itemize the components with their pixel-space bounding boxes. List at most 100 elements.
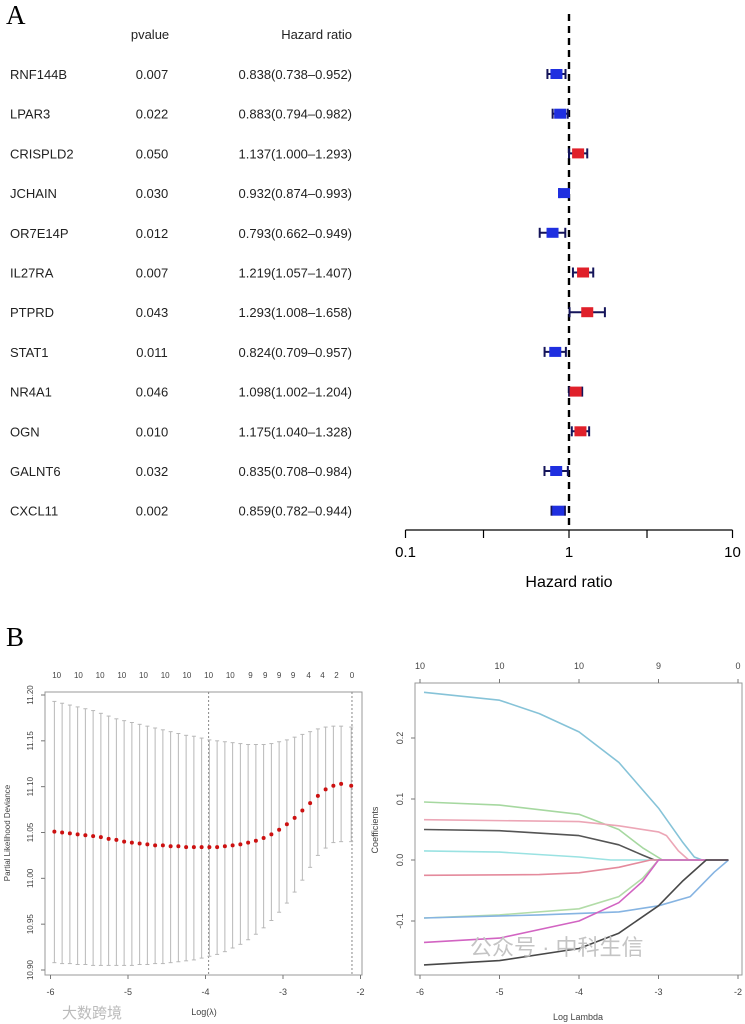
y-tick-label: 11.05 bbox=[26, 822, 35, 842]
mean-point bbox=[339, 781, 344, 786]
plot-box bbox=[414, 682, 743, 976]
mean-point bbox=[106, 836, 111, 841]
x-axis-label: Hazard ratio bbox=[525, 574, 612, 591]
top-tick-label: 10 bbox=[74, 671, 83, 680]
top-tick-label: 10 bbox=[574, 661, 584, 671]
top-tick-label: 10 bbox=[52, 671, 61, 680]
coefficient-path-7 bbox=[423, 859, 729, 919]
pvalue: 0.002 bbox=[136, 504, 169, 519]
hr-point bbox=[574, 426, 587, 437]
pvalue: 0.050 bbox=[136, 146, 169, 161]
pvalue: 0.007 bbox=[136, 266, 169, 281]
top-tick-label: 10 bbox=[117, 671, 126, 680]
x-tick-label: -4 bbox=[201, 987, 209, 997]
gene-name: CXCL11 bbox=[10, 504, 58, 519]
watermark-left: 大数跨境 bbox=[62, 1004, 122, 1022]
mean-point bbox=[269, 832, 274, 837]
mean-point bbox=[277, 827, 282, 832]
top-tick-label: 4 bbox=[320, 671, 325, 680]
mean-point bbox=[323, 787, 328, 792]
y-tick-label: 11.00 bbox=[26, 868, 35, 888]
y-tick-label: 11.20 bbox=[26, 685, 35, 705]
hazard-ratio-text: 1.137(1.000–1.293) bbox=[239, 146, 352, 161]
mean-point bbox=[253, 838, 258, 843]
x-tick-label: 0.1 bbox=[395, 544, 416, 561]
pvalue: 0.032 bbox=[136, 464, 169, 479]
coefficient-path-1 bbox=[423, 691, 729, 861]
top-tick-label: 0 bbox=[735, 661, 740, 671]
top-tick-label: 9 bbox=[291, 671, 296, 680]
hr-point bbox=[549, 346, 562, 357]
y-tick-label: 11.15 bbox=[26, 731, 35, 751]
hazard-ratio-text: 0.859(0.782–0.944) bbox=[239, 504, 352, 519]
forest-plot: pvalue Hazard ratio 0.1 1 10 Hazard ratio RNF1… bbox=[10, 14, 741, 591]
top-tick-label: 10 bbox=[96, 671, 105, 680]
mean-point bbox=[300, 808, 305, 813]
mean-point bbox=[52, 829, 57, 834]
y-tick-label: -0.1 bbox=[395, 913, 405, 929]
top-tick-label: 9 bbox=[263, 671, 268, 680]
hr-point bbox=[569, 386, 582, 397]
header-hazard-ratio: Hazard ratio bbox=[281, 27, 352, 42]
mean-point bbox=[122, 839, 127, 844]
hr-point bbox=[572, 148, 585, 159]
gene-name: OR7E14P bbox=[10, 226, 69, 241]
hazard-ratio-text: 0.793(0.662–0.949) bbox=[239, 226, 352, 241]
mean-point bbox=[308, 801, 313, 806]
hr-point bbox=[581, 307, 594, 318]
gene-name: PTPRD bbox=[10, 305, 54, 320]
mean-point bbox=[91, 834, 96, 839]
mean-point bbox=[114, 837, 119, 842]
top-tick-label: 10 bbox=[226, 671, 235, 680]
mean-point bbox=[137, 841, 142, 846]
gene-name: IL27RA bbox=[10, 266, 54, 281]
gene-name: STAT1 bbox=[10, 345, 49, 360]
gene-name: RNF144B bbox=[10, 67, 67, 82]
y-tick-label: 0.0 bbox=[395, 854, 405, 867]
x-tick-label: -2 bbox=[356, 987, 364, 997]
top-tick-label: 2 bbox=[334, 671, 339, 680]
mean-point bbox=[261, 835, 266, 840]
pvalue: 0.007 bbox=[136, 67, 169, 82]
pvalue: 0.010 bbox=[136, 424, 169, 439]
coefficient-path-3 bbox=[423, 818, 729, 861]
cv-deviance-plot: -6 -5 -4 -3 -2 10.90 10.95 11.00 11.05 11.10 11.15… bbox=[3, 671, 365, 1017]
x-tick-label: -6 bbox=[46, 987, 54, 997]
hazard-ratio-text: 0.932(0.874–0.993) bbox=[239, 186, 352, 201]
y-axis-label: Coefficients bbox=[370, 806, 380, 853]
x-axis-label: Log(λ) bbox=[191, 1007, 217, 1017]
x-tick-label: 1 bbox=[565, 544, 573, 561]
x-axis-label: Log Lambda bbox=[553, 1012, 603, 1022]
pvalue: 0.043 bbox=[136, 305, 169, 320]
mean-point bbox=[246, 840, 251, 845]
panel-label-b: B bbox=[6, 622, 24, 652]
gene-name: NR4A1 bbox=[10, 385, 52, 400]
mean-point bbox=[67, 831, 72, 836]
top-tick-label: 9 bbox=[277, 671, 282, 680]
mean-point bbox=[129, 840, 134, 845]
x-tick-label: -2 bbox=[734, 987, 742, 997]
pvalue: 0.046 bbox=[136, 385, 169, 400]
hazard-ratio-text: 1.293(1.008–1.658) bbox=[239, 305, 352, 320]
x-tick-label: -3 bbox=[279, 987, 287, 997]
mean-point bbox=[284, 822, 289, 827]
mean-point bbox=[60, 830, 65, 835]
y-axis-label: Partial Likelihood Deviance bbox=[3, 784, 12, 881]
top-tick-label: 4 bbox=[306, 671, 311, 680]
gene-name: LPAR3 bbox=[10, 107, 50, 122]
top-tick-label: 9 bbox=[656, 661, 661, 671]
hr-point bbox=[546, 227, 559, 238]
top-tick-label: 0 bbox=[350, 671, 355, 680]
hazard-ratio-text: 0.838(0.738–0.952) bbox=[239, 67, 352, 82]
gene-name: CRISPLD2 bbox=[10, 146, 74, 161]
hazard-ratio-text: 0.883(0.794–0.982) bbox=[239, 107, 352, 122]
x-tick-label: -4 bbox=[575, 987, 583, 997]
mean-point bbox=[184, 845, 189, 850]
hazard-ratio-text: 1.098(1.002–1.204) bbox=[239, 385, 352, 400]
hazard-ratio-text: 0.835(0.708–0.984) bbox=[239, 464, 352, 479]
x-tick-label: -3 bbox=[654, 987, 662, 997]
gene-name: JCHAIN bbox=[10, 186, 57, 201]
hr-point bbox=[557, 188, 570, 199]
